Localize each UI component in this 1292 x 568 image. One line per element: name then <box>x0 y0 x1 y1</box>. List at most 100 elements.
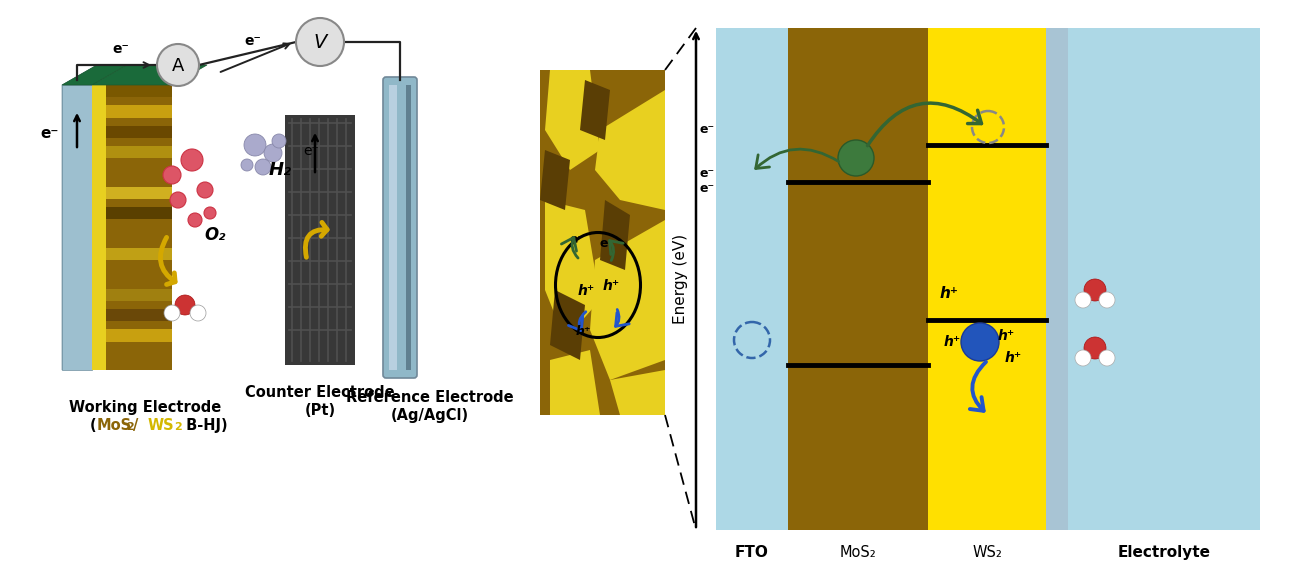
Polygon shape <box>596 90 665 210</box>
Text: e⁻: e⁻ <box>599 237 615 250</box>
Text: (Pt): (Pt) <box>305 403 336 418</box>
Circle shape <box>1084 279 1106 301</box>
Text: h⁺: h⁺ <box>603 279 620 293</box>
Text: Reference Electrode: Reference Electrode <box>346 390 514 405</box>
Bar <box>92 146 172 158</box>
Circle shape <box>1099 350 1115 366</box>
Text: h⁺: h⁺ <box>578 284 596 298</box>
Text: FTO: FTO <box>735 545 769 560</box>
Polygon shape <box>580 80 610 140</box>
Polygon shape <box>92 65 207 85</box>
Circle shape <box>296 18 344 66</box>
Bar <box>389 85 397 370</box>
Bar <box>286 115 355 365</box>
Text: (Ag/AgCl): (Ag/AgCl) <box>391 408 469 423</box>
Circle shape <box>1075 350 1090 366</box>
Bar <box>92 329 172 341</box>
FancyBboxPatch shape <box>382 77 417 378</box>
Circle shape <box>171 192 186 208</box>
Polygon shape <box>62 65 97 370</box>
Polygon shape <box>545 70 599 170</box>
Circle shape <box>961 323 999 361</box>
Bar <box>92 228 172 240</box>
Text: e⁻: e⁻ <box>304 144 319 158</box>
Bar <box>92 187 172 199</box>
Bar <box>92 85 172 370</box>
Bar <box>92 289 172 301</box>
Bar <box>406 85 411 370</box>
Bar <box>1068 28 1260 530</box>
Circle shape <box>255 159 271 175</box>
Circle shape <box>174 295 195 315</box>
Polygon shape <box>590 220 665 380</box>
Text: 2: 2 <box>127 422 134 432</box>
Circle shape <box>158 44 199 86</box>
Bar <box>788 28 928 530</box>
Bar <box>92 248 172 260</box>
Circle shape <box>164 305 180 321</box>
Text: Electrolyte: Electrolyte <box>1118 545 1211 560</box>
Bar <box>92 85 106 370</box>
Circle shape <box>242 159 253 171</box>
Circle shape <box>1075 292 1090 308</box>
Polygon shape <box>545 200 599 340</box>
Text: h⁺: h⁺ <box>997 329 1016 343</box>
Text: e⁻: e⁻ <box>700 123 716 136</box>
Bar <box>716 28 788 530</box>
Text: (: ( <box>90 418 97 433</box>
Text: MoS: MoS <box>97 418 132 433</box>
Bar <box>1047 28 1068 530</box>
Text: e⁻: e⁻ <box>700 182 716 195</box>
Text: Counter Electrode: Counter Electrode <box>245 385 395 400</box>
Circle shape <box>1084 337 1106 359</box>
Circle shape <box>264 144 282 162</box>
Text: 2: 2 <box>174 422 182 432</box>
Circle shape <box>163 166 181 184</box>
Polygon shape <box>550 350 599 415</box>
Text: O₂: O₂ <box>204 226 226 244</box>
Bar <box>92 85 172 97</box>
Text: WS: WS <box>149 418 174 433</box>
Text: /: / <box>133 418 143 433</box>
Circle shape <box>204 207 216 219</box>
Bar <box>540 70 665 415</box>
Circle shape <box>1099 292 1115 308</box>
Circle shape <box>190 305 205 321</box>
Polygon shape <box>540 150 570 210</box>
Bar <box>92 105 172 118</box>
Text: h⁺: h⁺ <box>944 335 961 349</box>
Circle shape <box>196 182 213 198</box>
Bar <box>92 309 172 321</box>
Text: WS₂: WS₂ <box>972 545 1001 560</box>
Bar <box>92 350 172 362</box>
Bar <box>92 207 172 219</box>
Text: e⁻: e⁻ <box>570 233 585 246</box>
Text: V: V <box>314 34 327 52</box>
Circle shape <box>839 140 873 176</box>
Circle shape <box>189 213 202 227</box>
Bar <box>92 166 172 179</box>
Text: e⁻: e⁻ <box>700 167 716 180</box>
Polygon shape <box>550 290 585 360</box>
Polygon shape <box>610 370 665 415</box>
Text: h⁺: h⁺ <box>576 325 592 338</box>
Text: e⁻: e⁻ <box>40 126 59 140</box>
Text: h⁺: h⁺ <box>941 286 959 301</box>
Circle shape <box>244 134 266 156</box>
Text: A: A <box>172 57 185 75</box>
Text: e⁻: e⁻ <box>112 42 129 56</box>
Text: e⁻: e⁻ <box>244 34 261 48</box>
Text: h⁺: h⁺ <box>1005 351 1022 365</box>
Polygon shape <box>62 85 92 370</box>
Text: B-HJ): B-HJ) <box>181 418 227 433</box>
Bar <box>928 28 1047 530</box>
Polygon shape <box>62 65 127 85</box>
Bar <box>92 126 172 138</box>
Text: Working Electrode: Working Electrode <box>68 400 221 415</box>
Circle shape <box>273 134 286 148</box>
Bar <box>92 268 172 281</box>
Text: MoS₂: MoS₂ <box>840 545 876 560</box>
Text: Energy (eV): Energy (eV) <box>673 234 687 324</box>
Polygon shape <box>599 200 630 270</box>
Text: H₂: H₂ <box>269 161 292 179</box>
